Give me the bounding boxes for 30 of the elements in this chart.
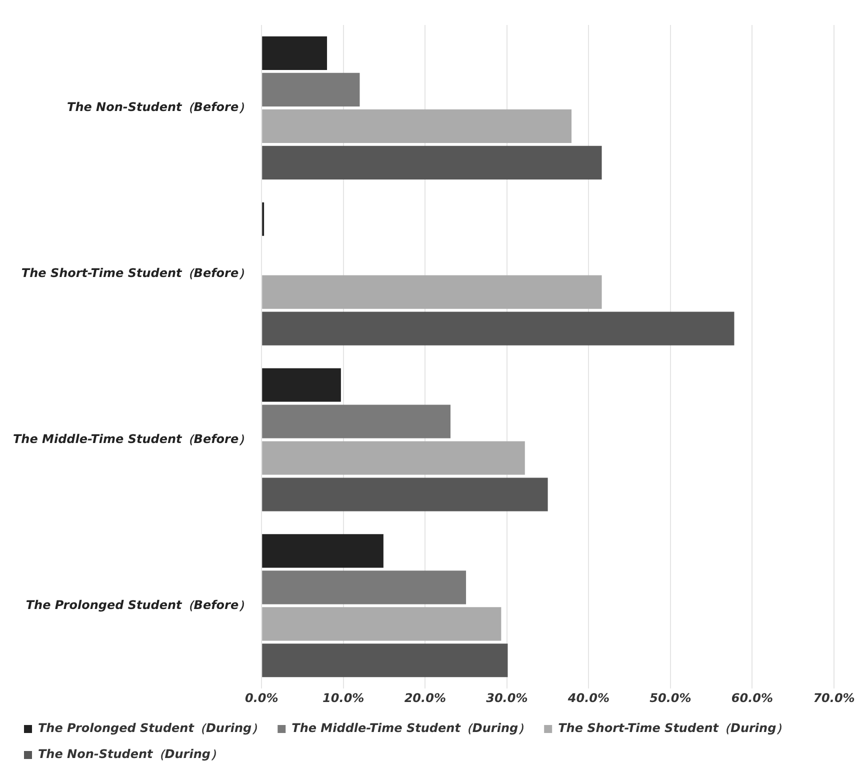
legend-label: The Middle-Time Student（During） (292, 721, 530, 736)
x-tick-label: 30.0% (486, 690, 528, 705)
x-tick-label: 10.0% (322, 690, 364, 705)
bar (262, 441, 525, 475)
y-tick-label: The Middle-Time Student（Before） (12, 432, 251, 446)
bar (262, 368, 341, 402)
bar (262, 72, 360, 106)
x-tick-label: 50.0% (650, 690, 692, 705)
legend-label: The Prolonged Student（During） (38, 721, 264, 736)
bar (262, 570, 466, 604)
bar (262, 607, 502, 641)
y-tick-label: The Short-Time Student（Before） (21, 266, 251, 280)
y-tick-label: The Prolonged Student（Before） (26, 598, 251, 612)
x-tick-label: 0.0% (244, 690, 278, 705)
y-tick-label: The Non-Student（Before） (67, 100, 251, 114)
bar (262, 109, 572, 143)
x-tick-label: 20.0% (404, 690, 446, 705)
legend-label: The Short-Time Student（During） (558, 721, 788, 736)
x-tick-label: 60.0% (731, 690, 774, 705)
bar (262, 404, 450, 438)
x-tick-label: 70.0% (813, 690, 855, 705)
bar (262, 146, 602, 180)
bar (262, 312, 734, 346)
bar (262, 36, 328, 70)
bar (262, 275, 602, 309)
bar (262, 478, 548, 512)
bar (262, 534, 384, 568)
x-tick-label: 40.0% (566, 690, 610, 705)
bar (262, 644, 508, 678)
legend-label: The Non-Student（During） (38, 747, 222, 762)
